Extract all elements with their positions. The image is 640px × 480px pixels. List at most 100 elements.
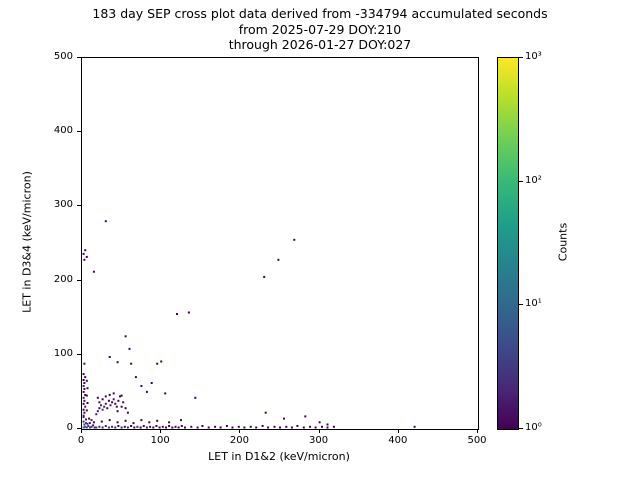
scatter-point bbox=[194, 396, 197, 399]
x-tick-label: 200 bbox=[229, 435, 249, 446]
scatter-point bbox=[283, 417, 285, 420]
scatter-point bbox=[114, 426, 117, 429]
scatter-point bbox=[134, 376, 137, 379]
x-tick-label: 400 bbox=[388, 435, 408, 446]
scatter-point bbox=[101, 426, 104, 429]
scatter-point bbox=[158, 426, 161, 429]
scatter-point bbox=[249, 425, 252, 428]
scatter-point bbox=[98, 401, 101, 404]
scatter-point bbox=[104, 402, 107, 405]
scatter-point bbox=[82, 420, 85, 423]
scatter-point bbox=[140, 385, 143, 387]
scatter-point bbox=[104, 425, 107, 427]
colorbar-tick-label: 10² bbox=[525, 174, 542, 186]
scatter-point bbox=[103, 405, 106, 408]
scatter-point bbox=[149, 425, 152, 428]
scatter-point bbox=[82, 252, 85, 255]
scatter-point bbox=[120, 394, 123, 397]
scatter-point bbox=[201, 425, 204, 427]
scatter-point bbox=[273, 425, 276, 428]
scatter-point bbox=[112, 392, 115, 395]
scatter-point bbox=[85, 379, 88, 382]
scatter-point bbox=[85, 426, 88, 429]
scatter-point bbox=[225, 425, 228, 427]
scatter-point bbox=[243, 426, 246, 429]
scatter-point bbox=[82, 426, 85, 429]
y-tick-mark bbox=[77, 279, 81, 281]
scatter-point bbox=[124, 419, 127, 422]
scatter-point bbox=[326, 426, 329, 429]
scatter-point bbox=[83, 258, 86, 261]
scatter-point bbox=[255, 426, 258, 429]
colorbar-tick-label: 10³ bbox=[525, 51, 542, 62]
scatter-point bbox=[82, 414, 85, 417]
scatter-point bbox=[86, 422, 89, 425]
scatter-point bbox=[83, 387, 86, 390]
colorbar-tick-mark bbox=[519, 57, 523, 58]
colorbar-tick-mark bbox=[519, 180, 523, 182]
scatter-point bbox=[176, 313, 178, 315]
scatter-point bbox=[293, 238, 296, 241]
scatter-point bbox=[88, 422, 91, 425]
scatter-point bbox=[161, 425, 164, 428]
scatter-point bbox=[116, 410, 119, 413]
scatter-point bbox=[92, 421, 95, 424]
scatter-point bbox=[124, 335, 127, 338]
scatter-point bbox=[155, 425, 158, 427]
scatter-point bbox=[98, 407, 101, 410]
scatter-point bbox=[107, 399, 110, 402]
scatter-point bbox=[122, 401, 125, 404]
scatter-point bbox=[237, 425, 240, 428]
scatter-point bbox=[93, 426, 96, 429]
y-axis-label: LET in D3&4 (keV/micron) bbox=[20, 171, 34, 313]
y-tick-label: 500 bbox=[53, 51, 73, 62]
scatter-point bbox=[90, 419, 93, 422]
scatter-point bbox=[207, 426, 210, 429]
scatter-point bbox=[87, 425, 90, 427]
x-tick-mark bbox=[239, 429, 241, 433]
scatter-point bbox=[180, 425, 183, 427]
colorbar-tick-label: 10¹ bbox=[525, 298, 542, 310]
scatter-point bbox=[116, 421, 119, 424]
scatter-point bbox=[115, 405, 118, 408]
scatter-point bbox=[83, 362, 86, 365]
scatter-point bbox=[104, 220, 107, 223]
scatter-point bbox=[267, 426, 270, 429]
scatter-point bbox=[86, 402, 89, 404]
scatter-point bbox=[180, 419, 182, 422]
scatter-point bbox=[314, 426, 317, 429]
colorbar-tick-mark bbox=[519, 304, 523, 306]
scatter-point bbox=[174, 425, 177, 428]
scatter-point bbox=[88, 426, 91, 429]
scatter-point bbox=[140, 419, 143, 422]
scatter-point bbox=[263, 275, 266, 278]
x-tick-mark bbox=[160, 429, 162, 433]
scatter-point bbox=[88, 417, 91, 420]
scatter-point bbox=[96, 410, 99, 413]
chart-title-line-3: through 2026-01-27 DOY:027 bbox=[228, 37, 412, 52]
scatter-point bbox=[109, 404, 112, 407]
scatter-point bbox=[84, 405, 87, 408]
scatter-point bbox=[277, 258, 280, 261]
scatter-point bbox=[108, 393, 111, 396]
colorbar-tick-label: 10⁰ bbox=[525, 422, 542, 433]
y-tick-mark bbox=[77, 57, 81, 58]
scatter-point bbox=[168, 425, 171, 427]
scatter-point bbox=[95, 426, 98, 429]
x-tick-mark bbox=[318, 429, 320, 433]
scatter-point bbox=[136, 425, 139, 428]
scatter-point bbox=[152, 426, 155, 429]
scatter-point bbox=[119, 395, 121, 398]
scatter-point bbox=[168, 421, 171, 424]
scatter-point bbox=[92, 270, 95, 273]
y-tick-label: 200 bbox=[53, 273, 73, 285]
y-tick-label: 300 bbox=[53, 199, 73, 211]
chart-title-line-2: from 2025-07-29 DOY:210 bbox=[238, 21, 402, 37]
scatter-point bbox=[261, 425, 264, 427]
scatter-point bbox=[123, 425, 126, 428]
scatter-point bbox=[84, 393, 87, 396]
scatter-point bbox=[214, 425, 217, 428]
scatter-point bbox=[160, 360, 163, 363]
x-axis-label: LET in D1&2 (keV/micron) bbox=[208, 450, 350, 463]
